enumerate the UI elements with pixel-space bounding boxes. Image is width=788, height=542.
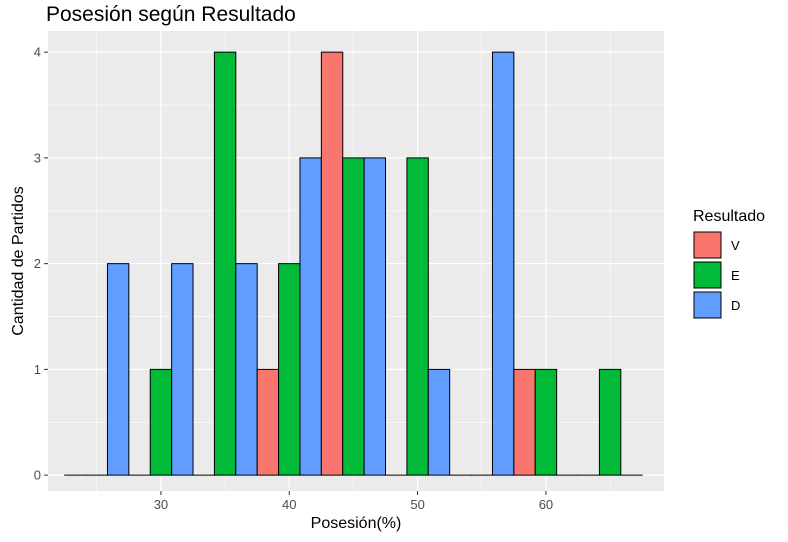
bar-E-bin-5 [342, 157, 365, 476]
bar-E-bin-4 [278, 263, 301, 476]
legend-key-V [693, 231, 722, 259]
x-tick-label: 30 [154, 497, 168, 512]
bar-V-bin-8 [513, 368, 536, 476]
legend-key-E [693, 261, 722, 289]
bar-D-bin-5 [363, 157, 387, 476]
y-axis-title: Cantidad de Partidos [10, 186, 27, 335]
legend-label-D: D [731, 298, 740, 313]
bar-D-bin-4 [299, 157, 322, 476]
bars [64, 51, 643, 476]
bar-V-bin-4 [256, 368, 280, 476]
y-axis: 0 1 2 3 4 [34, 45, 48, 483]
bar-E-bin-6 [406, 157, 429, 476]
bar-E-bin-3 [213, 51, 237, 476]
x-tick-label: 60 [539, 497, 553, 512]
legend-label-E: E [731, 268, 740, 283]
bar-V-bin-5 [320, 51, 344, 476]
bar-D-bin-6 [427, 368, 451, 476]
y-tick-label: 0 [34, 468, 41, 483]
x-axis: 30 40 50 60 [154, 491, 553, 512]
legend-label-V: V [731, 238, 740, 253]
y-tick-label: 4 [34, 45, 41, 60]
x-axis-title: Posesión(%) [311, 515, 402, 532]
legend-key-D [693, 291, 722, 319]
bar-D-bin-3 [235, 263, 258, 476]
bar-D-bin-1 [106, 263, 130, 476]
bar-D-bin-7 [491, 51, 515, 476]
y-tick-label: 3 [34, 150, 41, 165]
bar-E-bin-2 [149, 368, 173, 476]
y-tick-label: 1 [34, 362, 41, 377]
x-tick-label: 40 [282, 497, 296, 512]
chart-title: Posesión según Resultado [46, 3, 296, 26]
bar-D-bin-2 [171, 263, 194, 476]
legend: Resultado VED [693, 208, 765, 319]
x-tick-label: 50 [410, 497, 424, 512]
legend-title: Resultado [693, 208, 765, 225]
y-tick-label: 2 [34, 256, 41, 271]
bar-E-bin-9 [598, 368, 622, 476]
bar-E-bin-8 [534, 368, 558, 476]
